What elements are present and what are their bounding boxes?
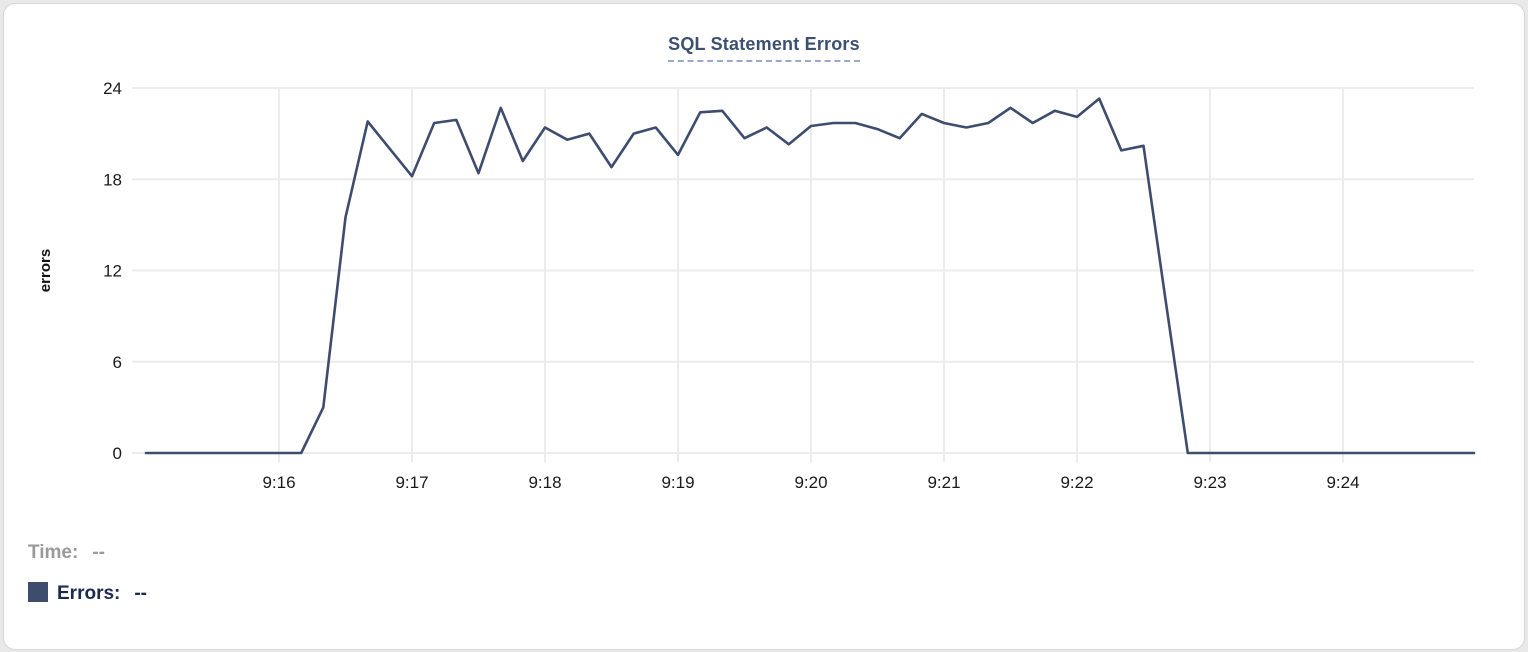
tooltip-errors-row: Errors: -- (28, 582, 147, 605)
sql-errors-panel: SQL Statement Errors 0 6 12 18 24 9:16 9:17 9:1… (3, 3, 1525, 650)
errors-line-chart[interactable]: 0 6 12 18 24 9:16 9:17 9:18 9:19 9:20 9:21 9:22 9:23… (4, 56, 1526, 501)
svg-text:9:23: 9:23 (1193, 473, 1226, 492)
svg-text:0: 0 (113, 444, 122, 463)
svg-text:24: 24 (103, 79, 122, 98)
svg-text:9:16: 9:16 (262, 473, 295, 492)
chart-header: SQL Statement Errors (4, 34, 1524, 62)
errors-label: Errors: (57, 583, 121, 604)
svg-text:9:18: 9:18 (528, 473, 561, 492)
svg-text:9:22: 9:22 (1060, 473, 1093, 492)
svg-text:9:17: 9:17 (395, 473, 428, 492)
tooltip-time-row: Time: -- (28, 542, 105, 564)
svg-text:9:20: 9:20 (794, 473, 827, 492)
errors-series-swatch (28, 582, 48, 602)
svg-text:9:24: 9:24 (1326, 473, 1359, 492)
svg-text:12: 12 (103, 262, 122, 281)
chart-title[interactable]: SQL Statement Errors (668, 34, 860, 62)
errors-value: -- (134, 583, 148, 604)
svg-text:9:21: 9:21 (927, 473, 960, 492)
svg-text:6: 6 (113, 353, 122, 372)
time-label: Time: (28, 542, 79, 563)
svg-text:18: 18 (103, 170, 122, 189)
svg-text:errors: errors (37, 249, 54, 292)
time-value: -- (92, 542, 105, 563)
svg-text:9:19: 9:19 (661, 473, 694, 492)
